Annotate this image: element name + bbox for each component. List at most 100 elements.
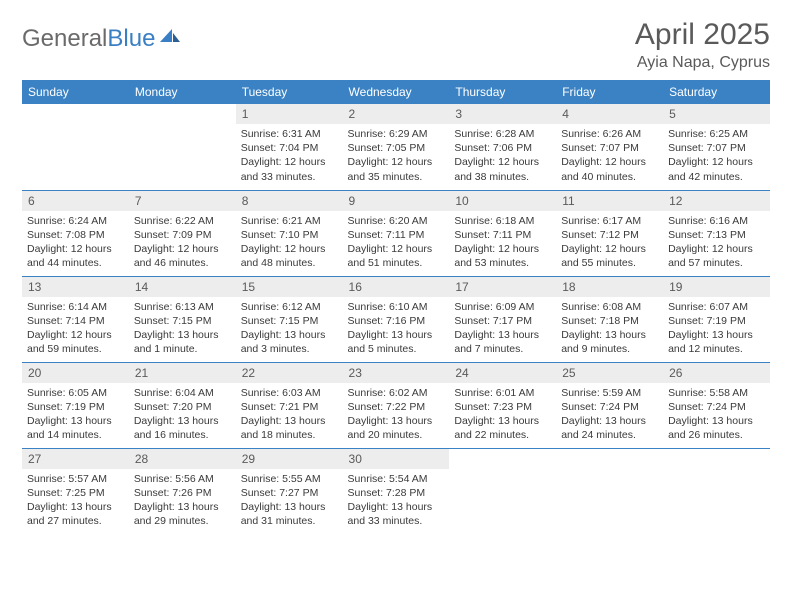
day-body: Sunrise: 6:17 AMSunset: 7:12 PMDaylight:… [556, 211, 663, 273]
calendar-cell: 11Sunrise: 6:17 AMSunset: 7:12 PMDayligh… [556, 190, 663, 276]
day-body: Sunrise: 6:03 AMSunset: 7:21 PMDaylight:… [236, 383, 343, 445]
brand-part1: General [22, 25, 107, 53]
day-number: 25 [556, 363, 663, 383]
day-body: Sunrise: 6:07 AMSunset: 7:19 PMDaylight:… [663, 297, 770, 359]
calendar-cell: 3Sunrise: 6:28 AMSunset: 7:06 PMDaylight… [449, 104, 556, 190]
day-body: Sunrise: 6:10 AMSunset: 7:16 PMDaylight:… [343, 297, 450, 359]
day-body: Sunrise: 6:02 AMSunset: 7:22 PMDaylight:… [343, 383, 450, 445]
day-number: 8 [236, 191, 343, 211]
calendar-cell: 2Sunrise: 6:29 AMSunset: 7:05 PMDaylight… [343, 104, 450, 190]
weekday-header: Saturday [663, 80, 770, 104]
calendar-cell: 6Sunrise: 6:24 AMSunset: 7:08 PMDaylight… [22, 190, 129, 276]
day-body: Sunrise: 6:18 AMSunset: 7:11 PMDaylight:… [449, 211, 556, 273]
calendar-cell [22, 104, 129, 190]
day-number-empty [449, 449, 556, 469]
calendar-row: 27Sunrise: 5:57 AMSunset: 7:25 PMDayligh… [22, 448, 770, 534]
title-block: April 2025 Ayia Napa, Cyprus [635, 18, 770, 72]
day-body: Sunrise: 6:14 AMSunset: 7:14 PMDaylight:… [22, 297, 129, 359]
day-body: Sunrise: 6:20 AMSunset: 7:11 PMDaylight:… [343, 211, 450, 273]
day-body: Sunrise: 6:16 AMSunset: 7:13 PMDaylight:… [663, 211, 770, 273]
day-body: Sunrise: 6:08 AMSunset: 7:18 PMDaylight:… [556, 297, 663, 359]
day-number: 4 [556, 104, 663, 124]
day-body: Sunrise: 6:09 AMSunset: 7:17 PMDaylight:… [449, 297, 556, 359]
day-body: Sunrise: 5:54 AMSunset: 7:28 PMDaylight:… [343, 469, 450, 531]
calendar-cell [663, 448, 770, 534]
page-header: GeneralBlue April 2025 Ayia Napa, Cyprus [22, 18, 770, 72]
day-body: Sunrise: 6:01 AMSunset: 7:23 PMDaylight:… [449, 383, 556, 445]
weekday-header: Thursday [449, 80, 556, 104]
day-number-empty [663, 449, 770, 469]
calendar-cell: 15Sunrise: 6:12 AMSunset: 7:15 PMDayligh… [236, 276, 343, 362]
calendar-cell: 10Sunrise: 6:18 AMSunset: 7:11 PMDayligh… [449, 190, 556, 276]
day-number: 27 [22, 449, 129, 469]
calendar-cell: 4Sunrise: 6:26 AMSunset: 7:07 PMDaylight… [556, 104, 663, 190]
calendar-cell: 17Sunrise: 6:09 AMSunset: 7:17 PMDayligh… [449, 276, 556, 362]
day-number: 21 [129, 363, 236, 383]
calendar-cell: 29Sunrise: 5:55 AMSunset: 7:27 PMDayligh… [236, 448, 343, 534]
calendar-cell: 23Sunrise: 6:02 AMSunset: 7:22 PMDayligh… [343, 362, 450, 448]
day-body: Sunrise: 5:58 AMSunset: 7:24 PMDaylight:… [663, 383, 770, 445]
day-number: 12 [663, 191, 770, 211]
calendar-cell: 19Sunrise: 6:07 AMSunset: 7:19 PMDayligh… [663, 276, 770, 362]
day-body: Sunrise: 6:22 AMSunset: 7:09 PMDaylight:… [129, 211, 236, 273]
weekday-header: Friday [556, 80, 663, 104]
calendar-cell: 25Sunrise: 5:59 AMSunset: 7:24 PMDayligh… [556, 362, 663, 448]
day-number: 20 [22, 363, 129, 383]
day-number: 2 [343, 104, 450, 124]
day-number: 22 [236, 363, 343, 383]
day-body: Sunrise: 6:31 AMSunset: 7:04 PMDaylight:… [236, 124, 343, 186]
day-number: 1 [236, 104, 343, 124]
calendar-cell: 14Sunrise: 6:13 AMSunset: 7:15 PMDayligh… [129, 276, 236, 362]
day-number: 29 [236, 449, 343, 469]
day-number: 26 [663, 363, 770, 383]
day-number: 17 [449, 277, 556, 297]
calendar-cell: 20Sunrise: 6:05 AMSunset: 7:19 PMDayligh… [22, 362, 129, 448]
day-number: 23 [343, 363, 450, 383]
calendar-cell: 24Sunrise: 6:01 AMSunset: 7:23 PMDayligh… [449, 362, 556, 448]
day-number: 19 [663, 277, 770, 297]
day-number: 14 [129, 277, 236, 297]
day-number: 15 [236, 277, 343, 297]
day-body: Sunrise: 6:29 AMSunset: 7:05 PMDaylight:… [343, 124, 450, 186]
day-number: 10 [449, 191, 556, 211]
calendar-row: 20Sunrise: 6:05 AMSunset: 7:19 PMDayligh… [22, 362, 770, 448]
calendar-cell: 7Sunrise: 6:22 AMSunset: 7:09 PMDaylight… [129, 190, 236, 276]
calendar-cell: 22Sunrise: 6:03 AMSunset: 7:21 PMDayligh… [236, 362, 343, 448]
calendar-cell: 27Sunrise: 5:57 AMSunset: 7:25 PMDayligh… [22, 448, 129, 534]
day-number: 18 [556, 277, 663, 297]
page-title: April 2025 [635, 18, 770, 52]
calendar-cell: 5Sunrise: 6:25 AMSunset: 7:07 PMDaylight… [663, 104, 770, 190]
brand-sail-icon [158, 24, 182, 52]
day-number: 13 [22, 277, 129, 297]
page-location: Ayia Napa, Cyprus [635, 54, 770, 72]
day-number: 3 [449, 104, 556, 124]
day-body: Sunrise: 6:04 AMSunset: 7:20 PMDaylight:… [129, 383, 236, 445]
weekday-header: Sunday [22, 80, 129, 104]
day-number: 30 [343, 449, 450, 469]
day-body: Sunrise: 6:13 AMSunset: 7:15 PMDaylight:… [129, 297, 236, 359]
day-number: 7 [129, 191, 236, 211]
weekday-header-row: Sunday Monday Tuesday Wednesday Thursday… [22, 80, 770, 104]
day-number: 28 [129, 449, 236, 469]
day-body: Sunrise: 5:57 AMSunset: 7:25 PMDaylight:… [22, 469, 129, 531]
day-body: Sunrise: 6:25 AMSunset: 7:07 PMDaylight:… [663, 124, 770, 186]
calendar-row: 6Sunrise: 6:24 AMSunset: 7:08 PMDaylight… [22, 190, 770, 276]
calendar-cell: 26Sunrise: 5:58 AMSunset: 7:24 PMDayligh… [663, 362, 770, 448]
weekday-header: Tuesday [236, 80, 343, 104]
day-body: Sunrise: 6:12 AMSunset: 7:15 PMDaylight:… [236, 297, 343, 359]
weekday-header: Monday [129, 80, 236, 104]
calendar-cell: 18Sunrise: 6:08 AMSunset: 7:18 PMDayligh… [556, 276, 663, 362]
day-body: Sunrise: 6:26 AMSunset: 7:07 PMDaylight:… [556, 124, 663, 186]
day-body: Sunrise: 6:05 AMSunset: 7:19 PMDaylight:… [22, 383, 129, 445]
calendar-cell: 1Sunrise: 6:31 AMSunset: 7:04 PMDaylight… [236, 104, 343, 190]
calendar-cell: 13Sunrise: 6:14 AMSunset: 7:14 PMDayligh… [22, 276, 129, 362]
day-body: Sunrise: 5:59 AMSunset: 7:24 PMDaylight:… [556, 383, 663, 445]
day-number-empty [22, 104, 129, 124]
calendar-cell [556, 448, 663, 534]
day-number: 16 [343, 277, 450, 297]
day-body: Sunrise: 5:55 AMSunset: 7:27 PMDaylight:… [236, 469, 343, 531]
day-number: 5 [663, 104, 770, 124]
day-number: 9 [343, 191, 450, 211]
calendar-cell [129, 104, 236, 190]
day-body: Sunrise: 5:56 AMSunset: 7:26 PMDaylight:… [129, 469, 236, 531]
